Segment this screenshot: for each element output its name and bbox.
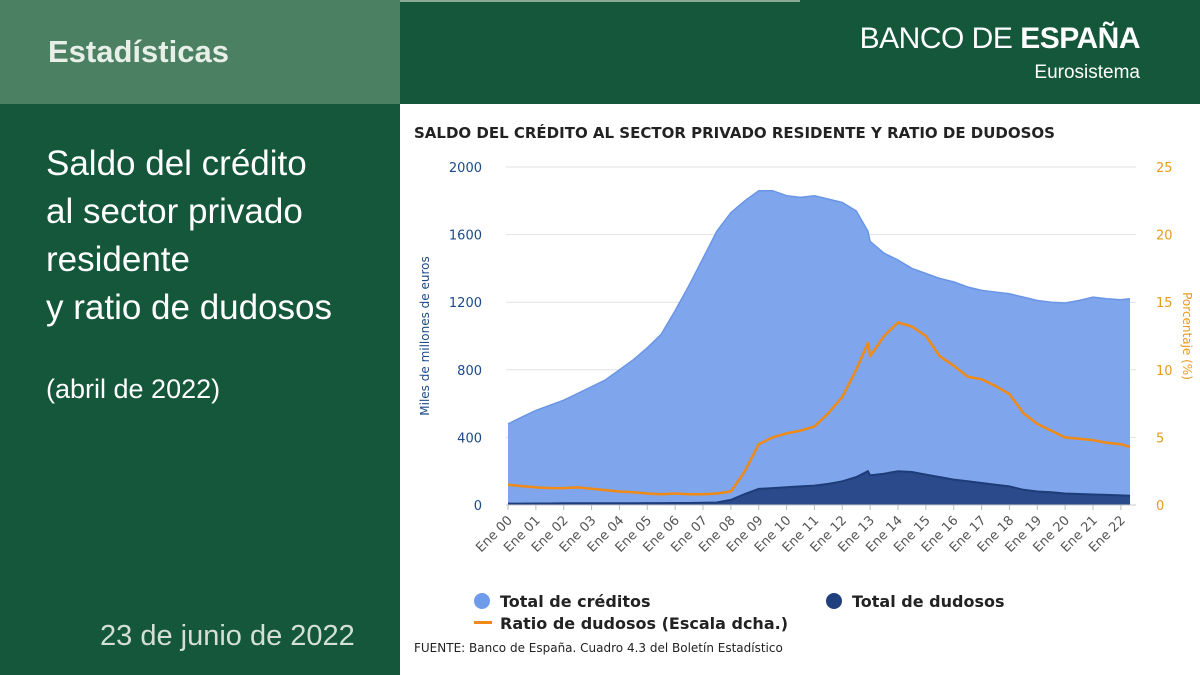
y-axis-title: Miles de millones de euros [418,256,432,415]
brand-logo: BANCO DE ESPAÑA Eurosistema [859,22,1141,84]
legend-credit-swatch [474,593,490,609]
series-ratio-dudosos-line [507,321,1131,496]
legend-ratio-swatch [474,621,492,624]
title-line: residente [46,240,190,279]
title-line: al sector privado [46,192,303,231]
legend-doubtful-swatch [826,593,842,609]
y-tick-label: 800 [457,364,482,379]
y-tick-label: 400 [457,431,482,446]
chart-source: FUENTE: Banco de España. Cuadro 4.3 del … [414,641,783,655]
chart-title: SALDO DEL CRÉDITO AL SECTOR PRIVADO RESI… [414,124,1055,142]
left-panel [0,104,400,675]
title-line: Saldo del crédito [46,144,307,183]
legend-doubtful[interactable]: Total de dudosos [826,592,1004,611]
brand-name-bold: ESPAÑA [1020,22,1140,55]
series-total-creditos-area [508,190,1131,505]
legend-ratio-label: Ratio de dudosos (Escala dcha.) [500,614,788,633]
chart-card: SALDO DEL CRÉDITO AL SECTOR PRIVADO RESI… [400,104,1200,675]
y-tick-label: 1200 [449,296,482,311]
chart: 0 400 800 1200 1600 2000 0 5 10 15 20 25 Miles de mi… [418,161,1194,556]
legend-credit[interactable]: Total de créditos [474,592,650,611]
reference-period: (abril de 2022) [46,374,221,404]
y2-tick-label: 15 [1156,296,1173,311]
legend-doubtful-label: Total de dudosos [852,592,1005,611]
brand-name: BANCO DE ESPAÑA [859,22,1141,56]
y2-tick-label: 20 [1156,229,1173,244]
y-tick-label: 2000 [449,161,482,176]
series-total-dudosos-area [508,471,1131,505]
brand-name-light: BANCO DE [859,22,1021,55]
section-label: Estadísticas [48,34,229,69]
brand-subtitle: Eurosistema [1034,62,1140,83]
series-total-creditos-line [507,189,1131,425]
y2-tick-label: 10 [1156,364,1173,379]
y-tick-label: 1600 [449,229,482,244]
series-total-dudosos-line [508,469,1131,505]
title-line: y ratio de dudosos [46,288,333,327]
y-tick-label: 0 [474,499,482,514]
legend-credit-label: Total de créditos [500,592,651,611]
page-title: Saldo del crédito al sector privado resi… [46,140,332,332]
y2-tick-label: 5 [1156,431,1164,446]
publication-date: 23 de junio de 2022 [100,620,355,652]
legend-ratio[interactable]: Ratio de dudosos (Escala dcha.) [474,614,788,633]
section-tab[interactable]: Estadísticas [0,0,400,104]
header-divider [400,0,800,2]
y2-tick-label: 0 [1156,499,1164,514]
y2-tick-label: 25 [1156,161,1173,176]
y2-axis-title: Porcentaje (%) [1180,292,1194,380]
